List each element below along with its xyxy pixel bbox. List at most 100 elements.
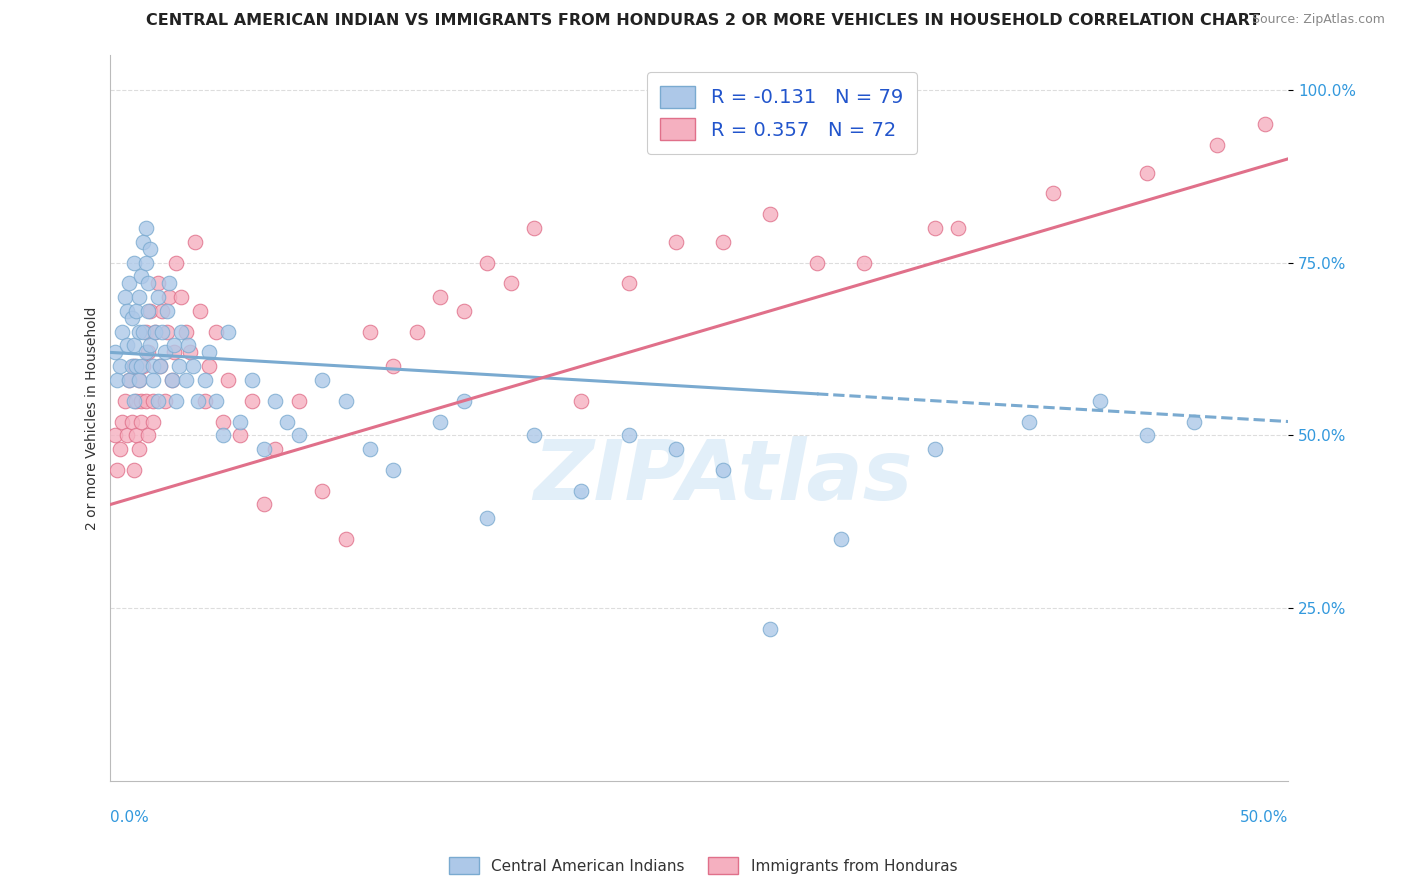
- Point: [198, 359, 221, 374]
- Point: [924, 221, 946, 235]
- Point: [146, 393, 169, 408]
- Point: [165, 255, 187, 269]
- Point: [179, 345, 201, 359]
- Point: [311, 483, 333, 498]
- Text: CENTRAL AMERICAN INDIAN VS IMMIGRANTS FROM HONDURAS 2 OR MORE VEHICLES IN HOUSEH: CENTRAL AMERICAN INDIAN VS IMMIGRANTS FR…: [146, 13, 1260, 29]
- Point: [217, 325, 239, 339]
- Point: [453, 304, 475, 318]
- Point: [359, 442, 381, 457]
- Point: [335, 393, 357, 408]
- Point: [160, 373, 183, 387]
- Point: [125, 359, 148, 374]
- Point: [150, 304, 173, 318]
- Point: [122, 393, 145, 408]
- Point: [665, 235, 688, 249]
- Point: [104, 345, 127, 359]
- Point: [135, 393, 157, 408]
- Point: [146, 290, 169, 304]
- Point: [143, 325, 166, 339]
- Point: [132, 359, 155, 374]
- Point: [108, 359, 131, 374]
- Text: 0.0%: 0.0%: [111, 810, 149, 825]
- Point: [229, 415, 252, 429]
- Point: [759, 622, 782, 636]
- Point: [759, 207, 782, 221]
- Point: [571, 393, 593, 408]
- Point: [276, 415, 298, 429]
- Point: [136, 345, 159, 359]
- Point: [121, 415, 143, 429]
- Point: [136, 304, 159, 318]
- Point: [806, 255, 828, 269]
- Point: [135, 221, 157, 235]
- Point: [711, 235, 734, 249]
- Point: [194, 393, 217, 408]
- Point: [264, 442, 287, 457]
- Point: [405, 325, 427, 339]
- Point: [114, 393, 136, 408]
- Text: ZIPAtlas: ZIPAtlas: [533, 435, 912, 516]
- Point: [108, 442, 131, 457]
- Point: [429, 415, 451, 429]
- Y-axis label: 2 or more Vehicles in Household: 2 or more Vehicles in Household: [86, 306, 100, 530]
- Point: [163, 345, 186, 359]
- Point: [153, 345, 176, 359]
- Point: [129, 415, 152, 429]
- Point: [523, 221, 546, 235]
- Legend: R = -0.131   N = 79, R = 0.357   N = 72: R = -0.131 N = 79, R = 0.357 N = 72: [647, 72, 917, 154]
- Point: [128, 290, 150, 304]
- Point: [129, 359, 152, 374]
- Point: [139, 242, 162, 256]
- Point: [830, 532, 852, 546]
- Point: [174, 325, 197, 339]
- Point: [288, 393, 311, 408]
- Point: [118, 373, 141, 387]
- Point: [252, 442, 274, 457]
- Point: [167, 359, 190, 374]
- Point: [135, 345, 157, 359]
- Point: [146, 277, 169, 291]
- Point: [1018, 415, 1040, 429]
- Point: [128, 325, 150, 339]
- Point: [924, 442, 946, 457]
- Point: [184, 235, 207, 249]
- Point: [1253, 117, 1275, 131]
- Point: [523, 428, 546, 442]
- Point: [115, 304, 138, 318]
- Point: [1088, 393, 1111, 408]
- Point: [157, 277, 180, 291]
- Point: [111, 415, 134, 429]
- Point: [104, 428, 127, 442]
- Point: [128, 442, 150, 457]
- Point: [665, 442, 688, 457]
- Point: [142, 393, 165, 408]
- Text: 50.0%: 50.0%: [1240, 810, 1288, 825]
- Point: [122, 463, 145, 477]
- Point: [115, 338, 138, 352]
- Point: [160, 373, 183, 387]
- Point: [122, 255, 145, 269]
- Point: [1182, 415, 1205, 429]
- Point: [114, 290, 136, 304]
- Point: [136, 277, 159, 291]
- Point: [132, 235, 155, 249]
- Point: [1136, 166, 1159, 180]
- Point: [382, 463, 405, 477]
- Point: [111, 325, 134, 339]
- Point: [143, 325, 166, 339]
- Point: [212, 415, 235, 429]
- Point: [240, 393, 263, 408]
- Point: [188, 304, 211, 318]
- Point: [128, 373, 150, 387]
- Point: [1206, 138, 1229, 153]
- Point: [311, 373, 333, 387]
- Point: [335, 532, 357, 546]
- Point: [205, 325, 228, 339]
- Point: [156, 304, 179, 318]
- Point: [136, 428, 159, 442]
- Point: [174, 373, 197, 387]
- Point: [129, 269, 152, 284]
- Point: [194, 373, 217, 387]
- Point: [157, 290, 180, 304]
- Point: [107, 463, 129, 477]
